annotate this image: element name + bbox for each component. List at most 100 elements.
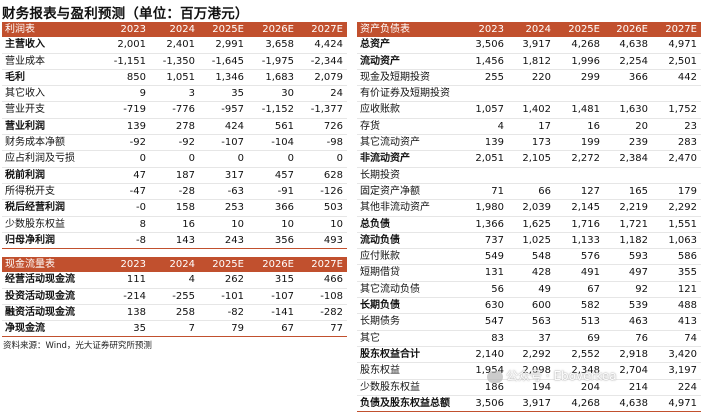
cell-value: 2,272 (555, 150, 604, 168)
cell-value: 4,424 (298, 37, 347, 54)
cell-value: 2,254 (604, 53, 652, 70)
cell-value: 1,057 (460, 101, 508, 119)
row-label: 其他非流动资产 (357, 199, 460, 217)
table-row: 营业成本 -1,151 -1,350 -1,645 -1,975 -2,344 (2, 53, 347, 70)
cell-value: 549 (460, 248, 508, 266)
row-label: 净现金流 (2, 320, 101, 338)
table-row: 所得税开支 -47 -28 -63 -91 -126 (2, 183, 347, 201)
cell-value: 92 (604, 281, 652, 299)
table-row: 其它 83 37 69 76 74 (357, 330, 701, 347)
year-header: 2024 (150, 22, 199, 38)
cell-value: 143 (150, 232, 199, 250)
cell-value: 23 (652, 118, 701, 136)
cell-value: 315 (248, 272, 298, 289)
cell-value: 1,721 (604, 216, 652, 233)
year-header: 2023 (460, 22, 508, 38)
row-label: 营业开支 (2, 101, 101, 119)
page-title: 财务报表与盈利预测（单位：百万港元） (2, 6, 249, 22)
cell-value: 726 (298, 118, 347, 136)
cell-value: 593 (604, 248, 652, 266)
year-header: 2023 (101, 22, 150, 38)
cell-value: 127 (555, 183, 604, 201)
cell-value: 186 (460, 379, 508, 396)
cell-value: 737 (460, 232, 508, 250)
cell-value (460, 85, 508, 103)
cell-value: 2,348 (555, 362, 604, 380)
cell-value: 262 (199, 272, 248, 289)
table-row: 流动负债 737 1,025 1,133 1,182 1,063 (357, 232, 701, 250)
cell-value: -98 (298, 134, 347, 152)
cell-value: 3,658 (248, 37, 298, 54)
cell-value: 0 (150, 150, 199, 168)
cell-value: 548 (508, 248, 555, 266)
cell-value: 3,420 (652, 346, 701, 364)
cell-value (652, 85, 701, 103)
table-header-row: 利润表 2023 2024 2025E 2026E 2027E (2, 22, 347, 38)
cell-value: 299 (555, 69, 604, 87)
cell-value: -107 (248, 288, 298, 305)
cell-value: -2,344 (298, 53, 347, 70)
cell-value: 582 (555, 297, 604, 315)
year-header: 2025E (555, 22, 604, 38)
row-label: 现金及短期投资 (357, 69, 460, 87)
cell-value: 1,551 (652, 216, 701, 233)
cell-value: 1,716 (555, 216, 604, 233)
table-row: 归母净利润 -8 143 243 356 493 (2, 232, 347, 250)
cell-value: -63 (199, 183, 248, 201)
cell-value: 2,219 (604, 199, 652, 217)
cell-value: -1,151 (101, 53, 150, 70)
cell-value: 16 (555, 118, 604, 136)
table-row: 其他非流动资产 1,980 2,039 2,145 2,219 2,292 (357, 199, 701, 217)
cell-value: 630 (460, 297, 508, 315)
cell-value: 138 (101, 304, 150, 322)
cell-value: 121 (652, 281, 701, 299)
cell-value: 2,105 (508, 150, 555, 168)
row-label: 固定资产净额 (357, 183, 460, 201)
cell-value: 258 (150, 304, 199, 322)
cell-value: 466 (298, 272, 347, 289)
cell-value: 356 (248, 232, 298, 250)
cell-value: 0 (298, 150, 347, 168)
table-row: 少数股东权益 186 194 204 214 224 (357, 379, 701, 396)
table-row: 净现金流 35 7 79 67 77 (2, 320, 347, 338)
cell-value: 539 (604, 297, 652, 315)
cell-value (555, 85, 604, 103)
table-row: 经营活动现金流 111 4 262 315 466 (2, 272, 347, 289)
income-statement-table: 利润表 2023 2024 2025E 2026E 2027E 主营收入 2,001 2,40… (2, 22, 347, 250)
cell-value: 278 (150, 118, 199, 136)
cell-value: 563 (508, 313, 555, 331)
cell-value: 2,918 (604, 346, 652, 364)
row-label: 其它收入 (2, 85, 101, 103)
row-label: 存货 (357, 118, 460, 136)
table-row: 少数股东权益 8 16 10 10 10 (2, 216, 347, 233)
cell-value: 255 (460, 69, 508, 87)
table-title: 资产负债表 (357, 22, 460, 38)
year-header: 2026E (604, 22, 652, 38)
year-header: 2025E (199, 257, 248, 273)
cell-value: 20 (604, 118, 652, 136)
cell-value: 30 (248, 85, 298, 103)
cell-value: 83 (460, 330, 508, 347)
cell-value: 1,051 (150, 69, 199, 87)
year-header: 2027E (652, 22, 701, 38)
table-row: 流动资产 1,456 1,812 1,996 2,254 2,501 (357, 53, 701, 70)
cell-value: 67 (555, 281, 604, 299)
cashflow-statement-table: 现金流量表 2023 2024 2025E 2026E 2027E 经营活动现金流 111 4… (2, 257, 347, 338)
table-row: 总资产 3,506 3,917 4,268 4,638 4,971 (357, 37, 701, 54)
year-header: 2026E (248, 257, 298, 273)
cell-value: 220 (508, 69, 555, 87)
cell-value: 139 (101, 118, 150, 136)
year-header: 2027E (298, 257, 347, 273)
table-row: 其它流动负债 56 49 67 92 121 (357, 281, 701, 299)
year-header: 2025E (199, 22, 248, 38)
cell-value: -101 (199, 288, 248, 305)
row-label: 总资产 (357, 37, 460, 54)
cell-value: 2,079 (298, 69, 347, 87)
row-label: 长期债务 (357, 313, 460, 331)
cell-value: 111 (101, 272, 150, 289)
cell-value: 24 (298, 85, 347, 103)
cell-value: 214 (604, 379, 652, 396)
table-row: 毛利 850 1,051 1,346 1,683 2,079 (2, 69, 347, 87)
cell-value: 491 (555, 264, 604, 282)
watermark: 公众号 · Eboverkea (487, 367, 617, 384)
